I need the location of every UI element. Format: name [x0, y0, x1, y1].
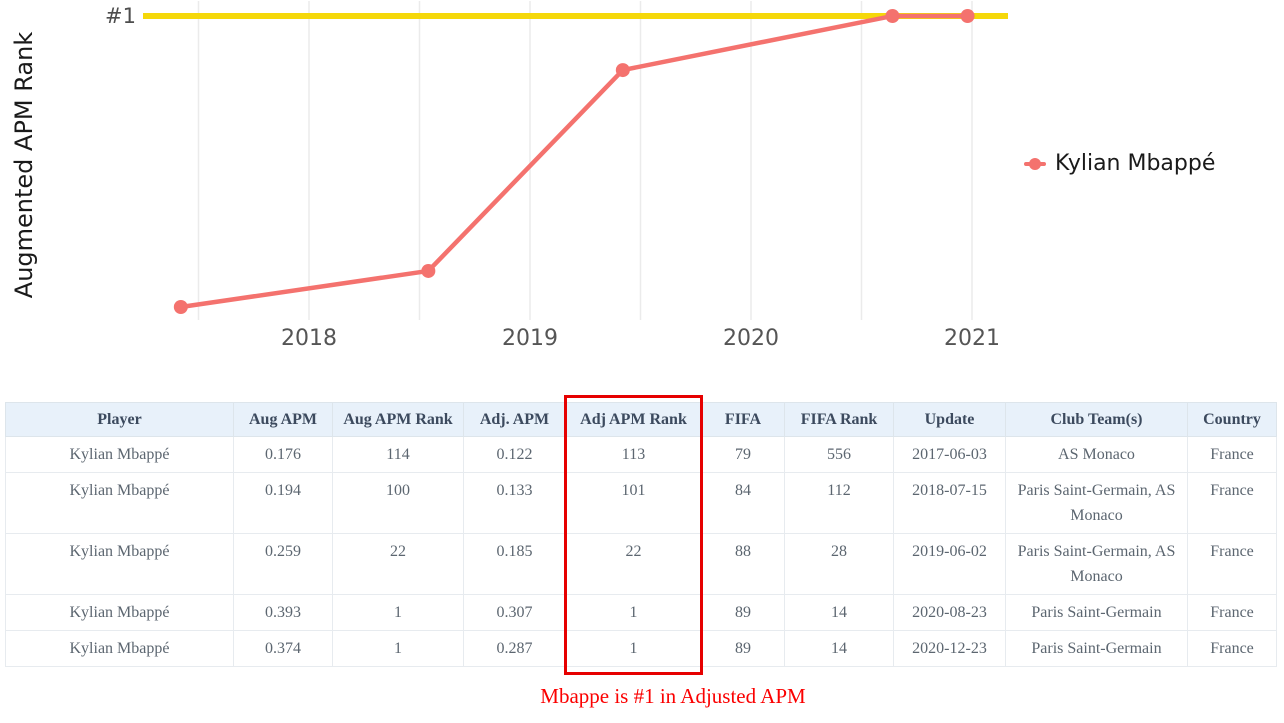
column-header: Player [5, 402, 234, 437]
chart-caption: Mbappe is #1 in Adjusted APM [540, 684, 806, 708]
table-cell: 0.287 [463, 630, 566, 667]
column-header: FIFA [701, 402, 785, 437]
table-cell: Paris Saint-Germain [1005, 630, 1188, 667]
table-cell: 79 [701, 436, 785, 473]
table-row: Kylian Mbappé 0.374 1 0.287 1 89 14 2020-12-23 P… [5, 630, 1277, 667]
table-cell: 0.393 [233, 594, 333, 631]
series-line [178, 13, 970, 310]
table-cell: 2018-07-15 [893, 472, 1006, 534]
y-axis-title: Augmented APM Rank [10, 32, 38, 299]
legend-label: Kylian Mbappé [1055, 151, 1216, 176]
table-row: Kylian Mbappé 0.176 114 0.122 113 79 556 2017-0… [5, 436, 1277, 473]
table-cell: 88 [701, 533, 785, 595]
table-cell: Paris Saint-Germain, AS Monaco [1005, 533, 1188, 595]
x-axis-tick-labels: 2018 2019 2020 2021 [281, 326, 1000, 351]
table-cell: 89 [701, 630, 785, 667]
table-cell: Kylian Mbappé [5, 533, 234, 595]
table-cell: 2017-06-03 [893, 436, 1006, 473]
x-tick-label: 2020 [723, 326, 779, 351]
table-cell: 0.185 [463, 533, 566, 595]
x-tick-label: 2019 [502, 326, 558, 351]
table-row: Kylian Mbappé 0.259 22 0.185 22 88 28 2019-06-0… [5, 533, 1277, 595]
table-cell: 1 [332, 630, 464, 667]
table-cell: 0.176 [233, 436, 333, 473]
column-header: Adj. APM [463, 402, 566, 437]
chart-canvas: #1 2018 2019 2020 2021 Augmented APM Rank [10, 1, 1008, 351]
table-cell: France [1187, 533, 1277, 595]
table-cell: 100 [332, 472, 464, 534]
table-cell: 1 [565, 594, 702, 631]
column-header: Update [893, 402, 1006, 437]
table-cell: 14 [784, 594, 894, 631]
column-header: FIFA Rank [784, 402, 894, 437]
column-header: Adj APM Rank [565, 402, 702, 437]
table-header-row: Player Aug APM Aug APM Rank Adj. APM Adj APM… [5, 402, 1277, 437]
data-point [885, 9, 900, 23]
table-cell: 2020-12-23 [893, 630, 1006, 667]
chart-legend: Kylian Mbappé [1024, 151, 1215, 176]
table-cell: 1 [565, 630, 702, 667]
legend-marker-icon [1024, 161, 1046, 166]
rank-1-annotation: #1 [105, 4, 136, 28]
table-cell: Kylian Mbappé [5, 630, 234, 667]
table-cell: 0.194 [233, 472, 333, 534]
table-cell: 0.122 [463, 436, 566, 473]
table-cell: Kylian Mbappé [5, 436, 234, 473]
table-cell: 114 [332, 436, 464, 473]
table-cell: 556 [784, 436, 894, 473]
player-stats-table: Player Aug APM Aug APM Rank Adj. APM Adj APM… [5, 402, 1277, 667]
rank-line-chart: #1 2018 2019 2020 2021 Augmented APM Rank K… [0, 0, 1284, 362]
table-cell: 14 [784, 630, 894, 667]
data-point [173, 300, 188, 314]
table-cell: 112 [784, 472, 894, 534]
column-header: Aug APM [233, 402, 333, 437]
table-cell: 22 [332, 533, 464, 595]
table-cell: 2020-08-23 [893, 594, 1006, 631]
vertical-gridlines [197, 1, 973, 320]
data-point [615, 63, 630, 78]
x-tick-label: 2018 [281, 326, 337, 351]
table-cell: France [1187, 436, 1277, 473]
table-cell: Paris Saint-Germain, AS Monaco [1005, 472, 1188, 534]
table-cell: 28 [784, 533, 894, 595]
column-header: Club Team(s) [1005, 402, 1188, 437]
table-cell: Kylian Mbappé [5, 472, 234, 534]
column-header: Country [1187, 402, 1277, 437]
table-cell: 0.133 [463, 472, 566, 534]
x-tick-label: 2021 [944, 326, 1000, 351]
table-cell: 89 [701, 594, 785, 631]
stats-table-container: Player Aug APM Aug APM Rank Adj. APM Adj APM… [5, 395, 1278, 675]
table-cell: Paris Saint-Germain [1005, 594, 1188, 631]
table-cell: France [1187, 594, 1277, 631]
table-cell: Kylian Mbappé [5, 594, 234, 631]
table-cell: France [1187, 472, 1277, 534]
table-cell: 1 [332, 594, 464, 631]
table-cell: 0.307 [463, 594, 566, 631]
column-header: Aug APM Rank [332, 402, 464, 437]
data-point [960, 9, 975, 23]
table-cell: 2019-06-02 [893, 533, 1006, 595]
series-data-points [173, 9, 975, 314]
table-cell: 113 [565, 436, 702, 473]
table-cell: 0.374 [233, 630, 333, 667]
table-row: Kylian Mbappé 0.194 100 0.133 101 84 112 2018-0… [5, 472, 1277, 534]
table-cell: 101 [565, 472, 702, 534]
table-cell: France [1187, 630, 1277, 667]
data-point [421, 263, 436, 278]
table-cell: 84 [701, 472, 785, 534]
table-cell: AS Monaco [1005, 436, 1188, 473]
table-row: Kylian Mbappé 0.393 1 0.307 1 89 14 2020-08-23 P… [5, 594, 1277, 631]
table-cell: 22 [565, 533, 702, 595]
table-cell: 0.259 [233, 533, 333, 595]
